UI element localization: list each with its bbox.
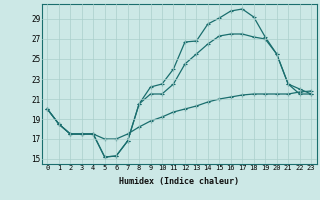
X-axis label: Humidex (Indice chaleur): Humidex (Indice chaleur) — [119, 177, 239, 186]
